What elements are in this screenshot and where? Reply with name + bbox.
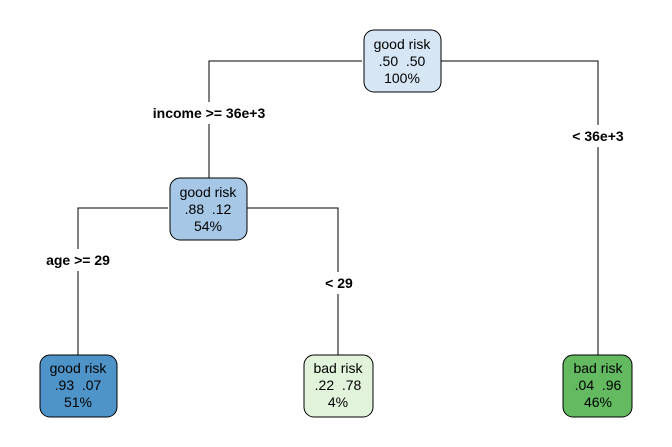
- split-label-bg: [38, 249, 120, 271]
- node-class: good risk: [180, 184, 238, 200]
- node-income-yes: good risk .88 .12 54%: [169, 177, 248, 241]
- node-percent: 46%: [584, 394, 612, 410]
- node-probs: .04 .96: [575, 377, 622, 393]
- node-root: good risk .50 .50 100%: [363, 29, 442, 93]
- node-class: good risk: [374, 36, 432, 52]
- split-income-left: income >= 36e+3: [153, 105, 266, 121]
- node-box: [363, 29, 442, 93]
- node-class: good risk: [50, 360, 108, 376]
- split-income-right: < 36e+3: [572, 128, 624, 144]
- edge-root-right: [441, 60, 599, 355]
- node-probs: .93 .07: [55, 377, 102, 393]
- node-probs: .22 .78: [315, 377, 362, 393]
- edge-income-right: [247, 207, 339, 355]
- split-label-bg: [140, 102, 278, 124]
- split-age-right: < 29: [325, 275, 353, 291]
- split-label-bg: [318, 272, 360, 294]
- node-percent: 4%: [328, 394, 348, 410]
- node-income-no: bad risk .04 .96 46%: [562, 354, 633, 418]
- split-label-bg: [564, 125, 634, 147]
- node-percent: 100%: [384, 70, 420, 86]
- edge-income-left: [77, 207, 168, 355]
- node-probs: .88 .12: [185, 201, 232, 217]
- node-probs: .50 .50: [379, 53, 426, 69]
- node-age-no: bad risk .22 .78 4%: [303, 354, 374, 418]
- node-box: [39, 354, 118, 418]
- node-class: bad risk: [573, 360, 623, 376]
- node-percent: 54%: [194, 218, 222, 234]
- edge-root-left: [208, 60, 362, 140]
- node-percent: 51%: [64, 394, 92, 410]
- node-class: bad risk: [313, 360, 363, 376]
- node-box: [562, 354, 633, 418]
- node-box: [169, 177, 248, 241]
- node-age-yes: good risk .93 .07 51%: [39, 354, 118, 418]
- node-box: [303, 354, 374, 418]
- split-age-left: age >= 29: [46, 252, 110, 268]
